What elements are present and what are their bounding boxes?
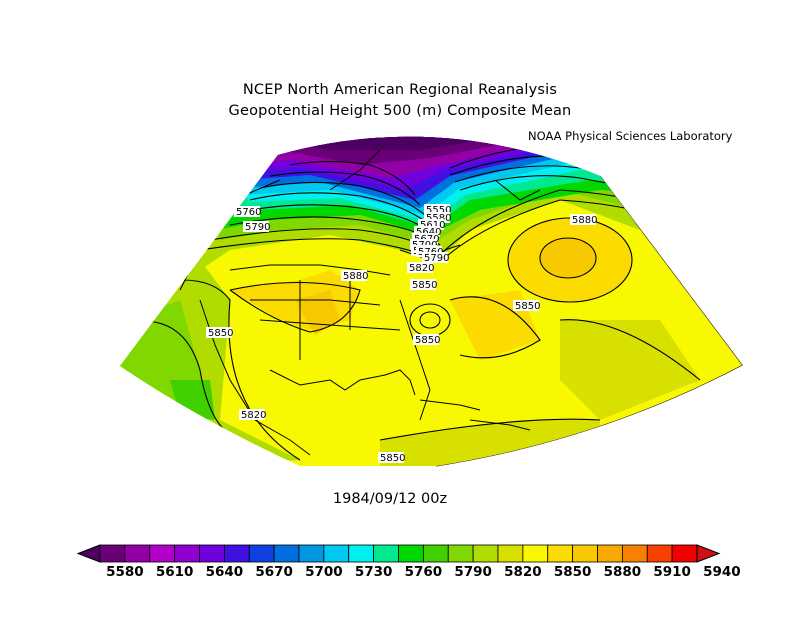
colorbar-tick-label: 5880 — [604, 564, 642, 580]
contour-label: 5820 — [241, 410, 266, 421]
contour-label: 5550 — [426, 205, 451, 216]
contour-label: 5760 — [236, 207, 261, 218]
colorbar-cell — [497, 544, 524, 563]
contour-label: 5610 — [420, 220, 445, 231]
colorbar-cell — [298, 544, 325, 563]
colorbar-cell — [671, 544, 698, 563]
colorbar-cell — [447, 544, 474, 563]
colorbar-ticks: 5580 5610 5640 5670 5700 5730 5760 5790 5820 5850… — [106, 564, 741, 580]
colorbar-cells — [76, 544, 721, 563]
colorbar-cell — [348, 544, 375, 563]
contour-label: 5790 — [245, 222, 270, 233]
contour-label: 5850 — [515, 301, 540, 312]
map-subtitle: Geopotential Height 500 (m) Composite Me… — [228, 103, 572, 119]
colorbar-cell — [547, 544, 574, 563]
colorbar-cell — [646, 544, 673, 563]
colorbar-tick-label: 5790 — [454, 564, 492, 580]
colorbar-cell — [597, 544, 623, 563]
map-title: NCEP North American Regional Reanalysis — [242, 82, 558, 98]
colorbar-tick-label: 5640 — [206, 564, 244, 580]
colorbar-tick-label: 5940 — [703, 564, 741, 580]
colorbar-cell — [248, 544, 275, 563]
contour-label: 5850 — [208, 328, 233, 339]
contour-label: 5640 — [416, 227, 441, 238]
contour-label-group: 5760 5790 5880 5550 5580 5610 5640 5670 … — [206, 204, 597, 464]
contour-label: 5850 — [380, 453, 405, 464]
colorbar-cell — [522, 544, 549, 563]
contour-label: 5790 — [424, 253, 449, 264]
colorbar-tick-label: 5700 — [305, 564, 343, 580]
colorbar-tick-label: 5730 — [355, 564, 393, 580]
colorbar-cell — [124, 544, 151, 563]
colorbar-cell — [323, 544, 350, 563]
contour-label: 5820 — [409, 263, 434, 274]
credit-label: NOAA Physical Sciences Laboratory — [528, 129, 733, 143]
colorbar-cell — [149, 544, 176, 563]
colorbar-cell — [621, 544, 648, 563]
contour-label: 5880 — [343, 271, 368, 282]
colorbar-cell — [273, 544, 300, 563]
colorbar-cell — [472, 544, 499, 563]
colorbar-cell — [223, 544, 250, 563]
colorbar-cell — [99, 544, 126, 563]
contour-label: 5850 — [415, 335, 440, 346]
colorbar-cell — [174, 544, 200, 563]
date-label: 1984/09/12 00z — [332, 491, 448, 507]
colorbar-tick-label: 5670 — [255, 564, 293, 580]
colorbar-tick-label: 5760 — [405, 564, 443, 580]
colorbar-tick-label: 5910 — [653, 564, 691, 580]
contour-label: 5850 — [412, 280, 437, 291]
colorbar-tick-label: 5610 — [156, 564, 194, 580]
colorbar-tick-label: 5580 — [106, 564, 144, 580]
colorbar-tick-label: 5820 — [504, 564, 542, 580]
colorbar-over-arrow — [696, 544, 721, 563]
colorbar-tick-label: 5850 — [554, 564, 592, 580]
colorbar-cell — [199, 544, 225, 563]
colorbar-cell — [373, 544, 399, 563]
colorbar-cell — [398, 544, 424, 563]
contour-label: 5880 — [572, 215, 597, 226]
colorbar-cell — [572, 544, 598, 563]
colorbar-cell — [422, 544, 449, 563]
contour-label: 5580 — [426, 213, 451, 224]
colorbar-under-arrow — [76, 544, 101, 563]
